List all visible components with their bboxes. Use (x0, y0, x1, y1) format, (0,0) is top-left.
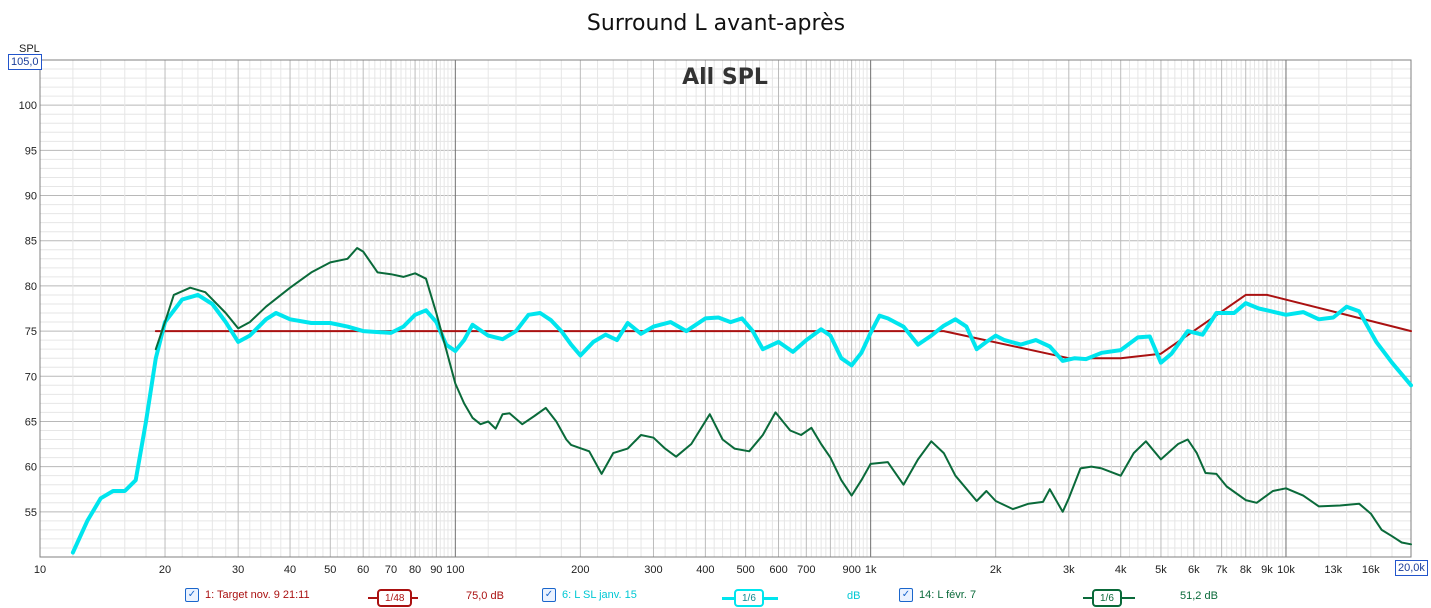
x-tick-label: 80 (409, 564, 421, 576)
checkbox-icon[interactable]: ✓ (185, 588, 199, 602)
y-axis-label: SPL (19, 43, 40, 55)
legend-offset[interactable]: 51,2 dB (1180, 590, 1218, 602)
y-tick-label: 75 (25, 326, 37, 338)
x-tick-label: 200 (571, 564, 589, 576)
y-tick-label: 80 (25, 281, 37, 293)
y-tick-label: 90 (25, 191, 37, 203)
x-tick-label: 13k (1324, 564, 1342, 576)
series-layer (70, 247, 1413, 555)
chart-title: Surround L avant-après (587, 11, 845, 36)
y-max-input[interactable]: 105,0 (8, 54, 42, 70)
legend-series-name: 14: L févr. 7 (919, 589, 977, 601)
x-tick-label: 7k (1216, 564, 1228, 576)
legend: ✓ 1: Target nov. 9 21:11 1/48 75,0 dB ✓ … (0, 586, 1431, 608)
x-tick-label: 700 (797, 564, 815, 576)
y-tick-label: 95 (25, 145, 37, 157)
axis-ticks: 100 95 90 85 80 75 70 65 60 55 10 20 30 40 50 60 70 80 90 1… (19, 100, 1380, 576)
x-tick-label: 5k (1155, 564, 1167, 576)
y-tick-label: 70 (25, 371, 37, 383)
legend-item-target[interactable]: ✓ 1: Target nov. 9 21:11 (185, 588, 310, 602)
x-tick-label: 30 (232, 564, 244, 576)
x-tick-label: 4k (1115, 564, 1127, 576)
legend-offset[interactable]: dB (847, 590, 861, 602)
x-tick-label: 1k (865, 564, 877, 576)
grid (39, 59, 1412, 558)
x-tick-label: 2k (990, 564, 1002, 576)
x-tick-label: 10 (34, 564, 46, 576)
legend-series-name: 1: Target nov. 9 21:11 (205, 589, 310, 601)
x-tick-label: 16k (1362, 564, 1380, 576)
x-tick-label: 50 (324, 564, 336, 576)
legend-series-name: 6: L SL janv. 15 (562, 589, 637, 601)
legend-item-l-sl[interactable]: ✓ 6: L SL janv. 15 (542, 588, 637, 602)
smoothing-badge[interactable]: 1/6 (734, 589, 764, 607)
y-tick-label: 100 (19, 100, 37, 112)
y-tick-label: 55 (25, 507, 37, 519)
smoothing-badge[interactable]: 1/48 (377, 589, 413, 607)
x-tick-label: 3k (1063, 564, 1075, 576)
x-tick-label: 300 (644, 564, 662, 576)
x-tick-label: 40 (284, 564, 296, 576)
smoothing-badge[interactable]: 1/6 (1092, 589, 1122, 607)
x-tick-label: 900 (842, 564, 860, 576)
x-tick-label: 70 (385, 564, 397, 576)
x-tick-label: 60 (357, 564, 369, 576)
x-tick-label: 90 (430, 564, 442, 576)
chart-watermark: All SPL (682, 65, 768, 90)
legend-offset[interactable]: 75,0 dB (466, 590, 504, 602)
x-tick-label: 10k (1277, 564, 1295, 576)
checkbox-icon[interactable]: ✓ (542, 588, 556, 602)
series-line-3 (154, 247, 1412, 546)
x-tick-label: 100 (446, 564, 464, 576)
y-tick-label: 65 (25, 416, 37, 428)
x-tick-label: 600 (769, 564, 787, 576)
y-tick-label: 60 (25, 462, 37, 474)
x-tick-label: 8k (1240, 564, 1252, 576)
x-max-input[interactable]: 20,0k (1395, 560, 1428, 576)
y-tick-label: 85 (25, 236, 37, 248)
plot-frame (39, 59, 1412, 558)
series-line-1 (154, 293, 1412, 360)
x-tick-label: 9k (1261, 564, 1273, 576)
legend-item-l-fevr[interactable]: ✓ 14: L févr. 7 (899, 588, 976, 602)
x-tick-label: 6k (1188, 564, 1200, 576)
checkbox-icon[interactable]: ✓ (899, 588, 913, 602)
x-tick-label: 400 (696, 564, 714, 576)
x-tick-label: 500 (736, 564, 754, 576)
series-line-2 (70, 292, 1413, 555)
x-tick-label: 20 (159, 564, 171, 576)
